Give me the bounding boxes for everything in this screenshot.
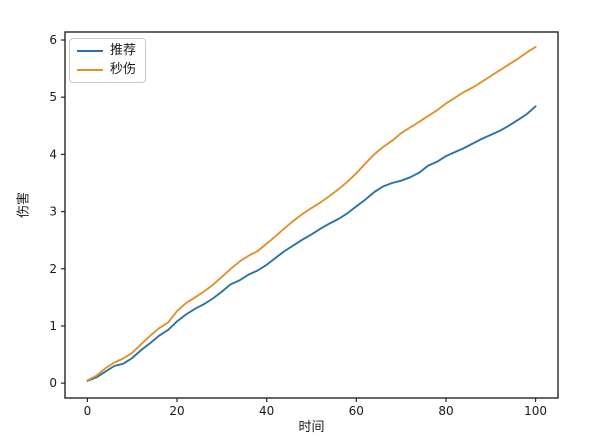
series-line-1: [86, 45, 537, 382]
legend-line-swatch-series-1: [77, 69, 103, 71]
y-tick-label: 1: [49, 319, 57, 333]
x-tick-label: 0: [84, 404, 92, 418]
legend-label: 推荐: [110, 43, 137, 58]
axes-frame: [64, 31, 559, 399]
x-tick-label: 40: [259, 404, 274, 418]
x-axis-label: 时间: [298, 420, 325, 435]
y-tick-label: 5: [49, 90, 57, 104]
y-tick-label: 6: [49, 33, 57, 47]
legend: 推荐 秒伤: [69, 38, 147, 83]
series-line-0: [86, 105, 537, 382]
y-tick-label: 0: [49, 376, 57, 390]
y-axis-label: 伤害: [16, 191, 32, 219]
y-tick-label: 4: [49, 147, 57, 161]
x-tick-label: 100: [524, 404, 547, 418]
legend-item: 推荐: [77, 44, 136, 58]
x-tick-label: 80: [438, 404, 453, 418]
legend-label: 秒伤: [110, 62, 137, 77]
y-tick-label: 3: [49, 205, 57, 219]
x-tick-label: 60: [349, 404, 364, 418]
y-tick-label: 2: [49, 262, 57, 276]
legend-item: 秒伤: [77, 63, 136, 77]
legend-line-swatch-series-0: [77, 50, 103, 52]
x-tick-label: 20: [169, 404, 184, 418]
